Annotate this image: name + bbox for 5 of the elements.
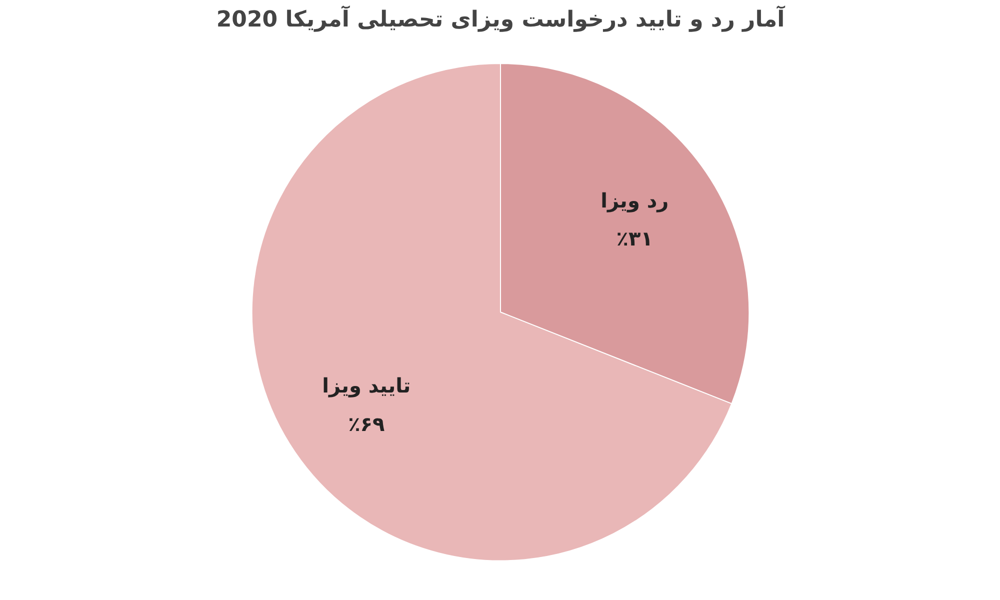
slice-label: تایید ویزا [322, 374, 411, 398]
chart-title: آمار رد و تایید درخواست ویزای تحصیلی آمریکا 2020 [216, 6, 786, 32]
data-label: ٪۶۹ [348, 412, 385, 436]
slice-label: رد ویزا [600, 188, 669, 212]
data-label: ٪۳۱ [616, 226, 653, 251]
